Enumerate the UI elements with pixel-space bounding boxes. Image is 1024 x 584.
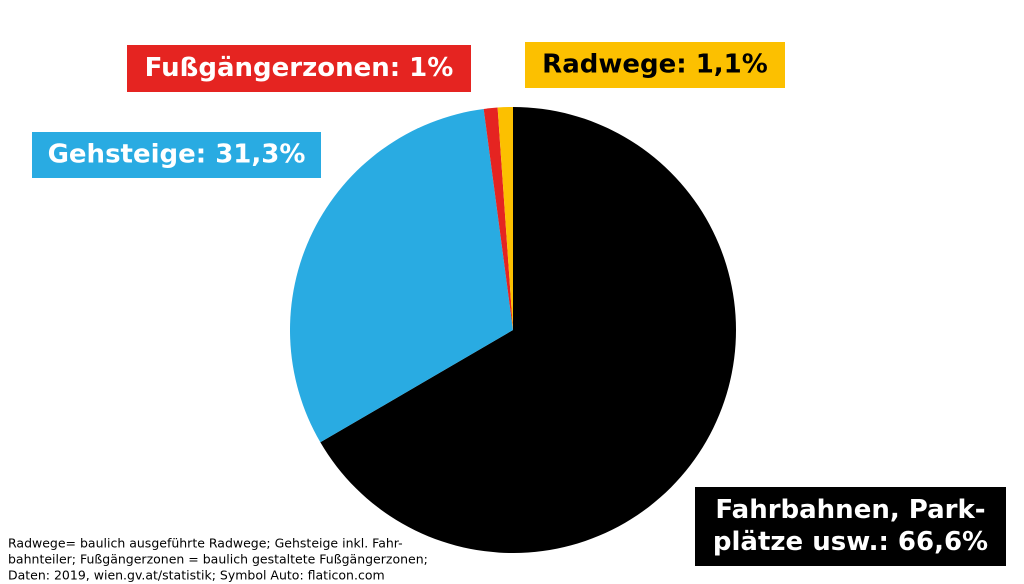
pie-slice <box>483 107 513 330</box>
data-label: plätze usw.: 66,6% <box>713 527 988 557</box>
data-label: Fahrbahnen, Park- <box>715 495 985 525</box>
pie-slice <box>320 107 736 553</box>
data-label: Gehsteige: 31,3% <box>48 140 306 170</box>
label-box <box>525 42 785 88</box>
footnote: Radwege= baulich ausgeführte Radwege; Ge… <box>8 536 403 551</box>
label-box <box>32 132 321 178</box>
label-box <box>695 487 1006 566</box>
data-label: Fußgängerzonen: 1% <box>145 53 454 83</box>
footnote: Daten: 2019, wien.gv.at/statistik; Symbo… <box>8 568 385 583</box>
label-box <box>127 45 471 92</box>
pie-slice <box>497 107 513 330</box>
data-label: Radwege: 1,1% <box>542 50 768 80</box>
footnote: bahnteiler; Fußgängerzonen = baulich ges… <box>8 552 428 567</box>
pie-slice <box>289 108 513 443</box>
